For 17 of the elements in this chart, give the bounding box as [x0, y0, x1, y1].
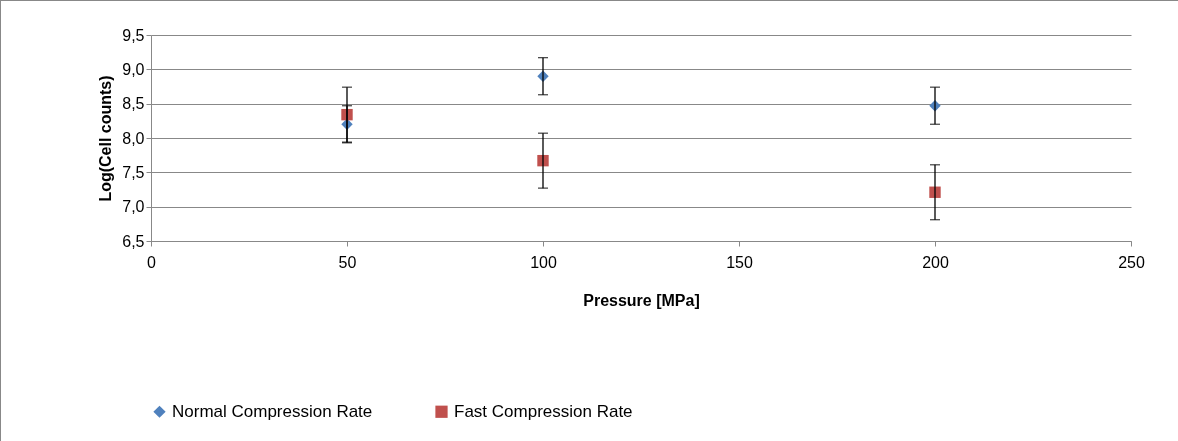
x-tick-label: 200 [922, 253, 949, 271]
x-axis-title: Pressure [MPa] [583, 291, 700, 309]
y-tick-label: 9,0 [122, 60, 145, 78]
y-axis-title: Log(Cell counts) [97, 75, 115, 202]
x-tick-label: 0 [147, 253, 157, 271]
y-tick-label: 6,5 [122, 232, 145, 250]
x-tick-label: 250 [1118, 253, 1145, 271]
legend-label: Fast Compression Rate [454, 401, 633, 421]
y-tick-label: 8,5 [122, 95, 145, 113]
x-tick-label: 150 [726, 253, 753, 271]
y-tick-label: 7,5 [122, 163, 145, 181]
legend-label: Normal Compression Rate [172, 401, 373, 421]
x-tick-label: 50 [338, 253, 357, 271]
x-tick-label: 100 [530, 253, 557, 271]
y-tick-label: 8,0 [122, 129, 145, 147]
y-tick-label: 9,5 [122, 26, 145, 44]
y-tick-label: 7,0 [122, 198, 145, 216]
